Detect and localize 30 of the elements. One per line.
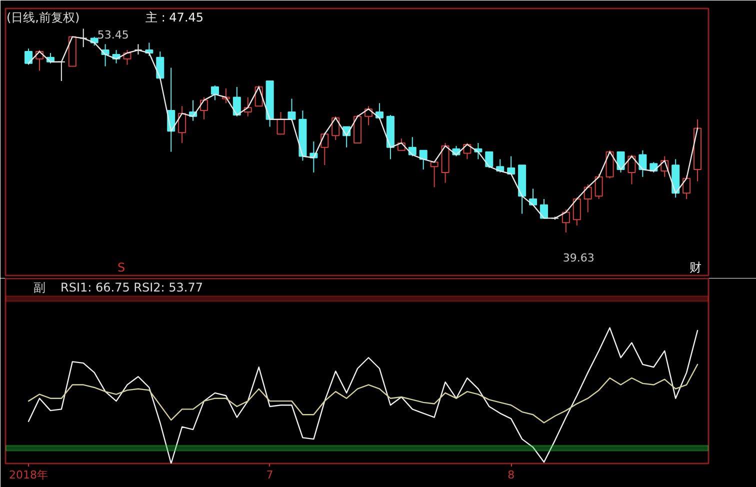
x-tick-label: 8 [508,468,515,482]
candlestick [562,208,570,233]
candlestick [156,51,164,80]
candlestick [507,156,516,174]
candlestick [200,96,208,120]
chart-title: (日线,前复权) [6,10,80,24]
candlestick [682,174,691,200]
candlestick [485,151,494,169]
candlestick [584,184,592,213]
candlestick [320,132,329,166]
candlestick [594,173,603,200]
candlestick [210,84,219,101]
x-tick-label: 2018年 [9,468,48,482]
candlestick [638,150,647,178]
candlestick [276,112,285,135]
candlestick [430,162,438,188]
text: 主 : 47.45 [146,10,204,24]
candlestick [24,48,33,66]
candlestick [178,106,186,144]
text: 财 [690,260,702,274]
text: 39.63 [562,251,594,264]
chart-title: RSI1: 66.75 RSI2: 53.77 [60,280,203,294]
annotation: 53.45 [97,28,129,42]
candlestick [572,197,581,226]
candlestick [628,154,636,185]
text: 副 [34,280,46,294]
candlestick [134,44,142,55]
x-tick-label: 7 [266,468,274,482]
candlestick [288,98,296,122]
text: S [118,260,126,274]
